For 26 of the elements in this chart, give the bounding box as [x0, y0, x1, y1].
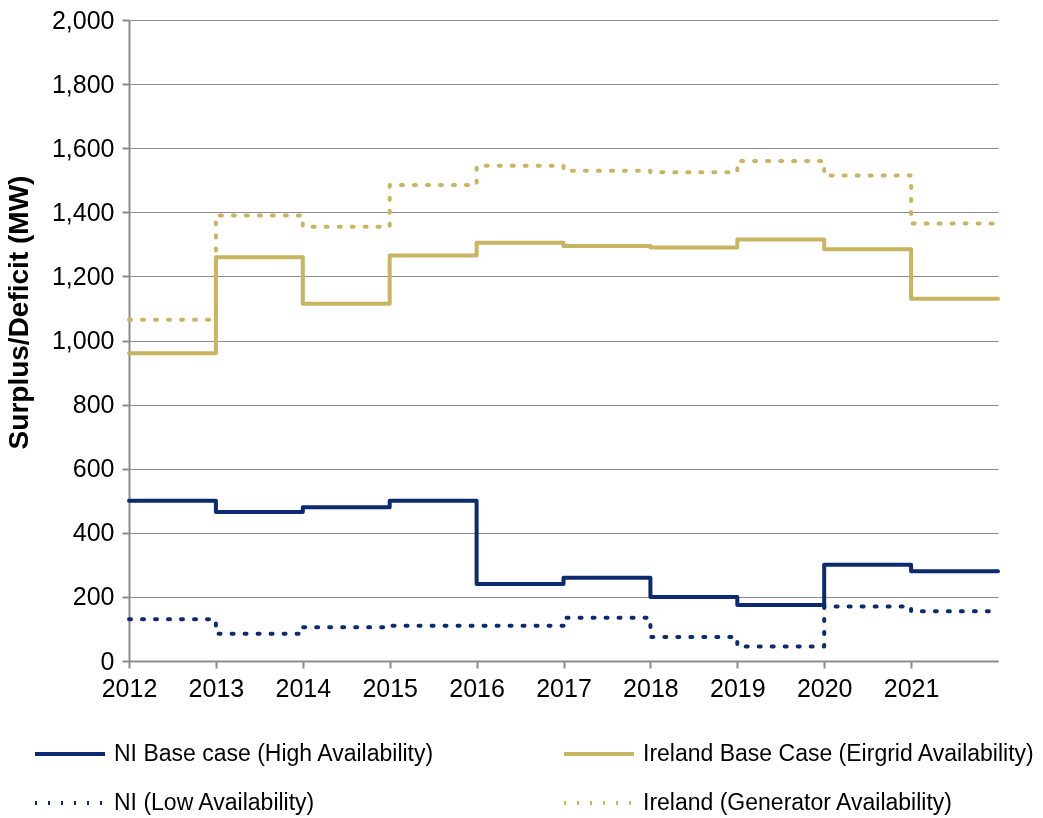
y-tick-label: 1,800 [51, 69, 115, 98]
y-tick-label: 200 [72, 582, 115, 611]
x-tick-label: 2015 [362, 673, 419, 702]
x-tick-label: 2014 [275, 673, 332, 702]
x-tick-label: 2020 [796, 673, 853, 702]
y-tick-label: 400 [72, 518, 115, 547]
y-tick-label: 1,600 [51, 133, 115, 162]
y-tick-label: 1,400 [51, 197, 115, 226]
y-tick-label: 600 [72, 454, 115, 483]
y-tick-label: 0 [100, 646, 115, 675]
y-tick-label: 1,200 [51, 261, 115, 290]
y-tick-label: 2,000 [51, 5, 115, 34]
y-tick-label: 1,000 [51, 326, 115, 354]
x-tick-label: 2012 [101, 673, 158, 702]
x-tick-label: 2017 [536, 673, 592, 702]
y-axis-title: Surplus/Deficit (MW) [2, 175, 34, 450]
x-tick-label: 2016 [449, 673, 505, 702]
y-tick-label: 800 [72, 390, 115, 419]
x-tick-label: 2021 [883, 673, 940, 702]
legend-label: NI Base case (High Availability) [114, 740, 434, 766]
legend-label: NI (Low Availability) [114, 789, 315, 815]
legend-label: Ireland Base Case (Eirgrid Availability) [643, 740, 1034, 766]
x-tick-label: 2013 [188, 673, 245, 702]
x-tick-label: 2018 [623, 673, 679, 702]
x-tick-label: 2019 [709, 673, 766, 702]
legend-label: Ireland (Generator Availability) [643, 789, 952, 815]
